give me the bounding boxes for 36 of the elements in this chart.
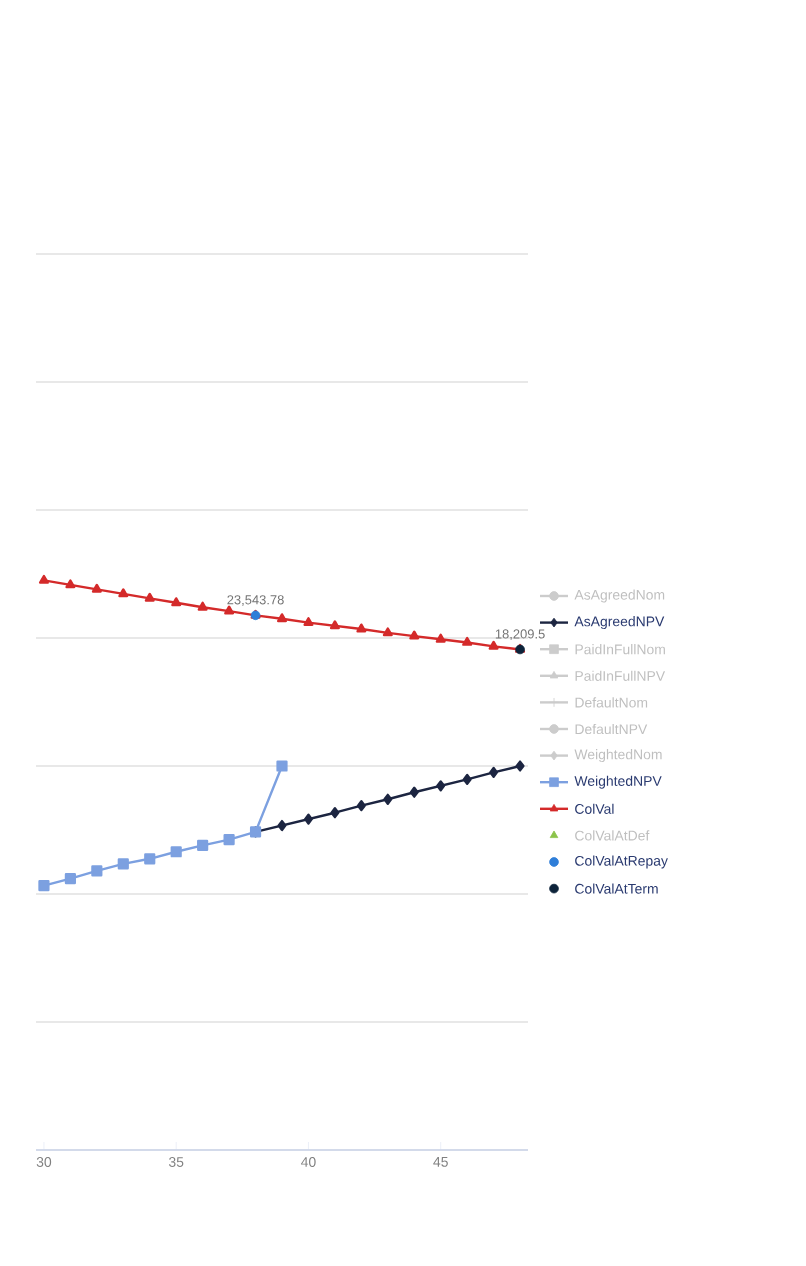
point [117,858,129,870]
point [356,800,366,812]
point [276,760,288,772]
point [329,620,340,630]
point [383,793,393,805]
point [409,630,420,640]
point [409,786,419,798]
point [118,588,129,598]
point [91,583,102,593]
point [224,605,235,615]
point [276,613,288,623]
point [489,766,499,778]
point [462,636,473,646]
point [515,760,525,772]
point [144,592,155,602]
point [435,633,446,643]
point [171,597,182,607]
point [303,813,313,825]
point [144,853,156,865]
point [170,846,182,858]
point [436,780,446,792]
point [356,623,367,633]
point [64,873,76,885]
point [197,601,208,611]
point [38,574,49,584]
point [330,807,340,819]
point [382,627,393,637]
point [303,617,314,627]
point [223,834,235,846]
point [277,819,287,832]
point [462,773,472,786]
point [91,865,103,877]
point [488,640,499,650]
point [38,880,50,892]
point [65,579,76,589]
point [197,839,209,851]
